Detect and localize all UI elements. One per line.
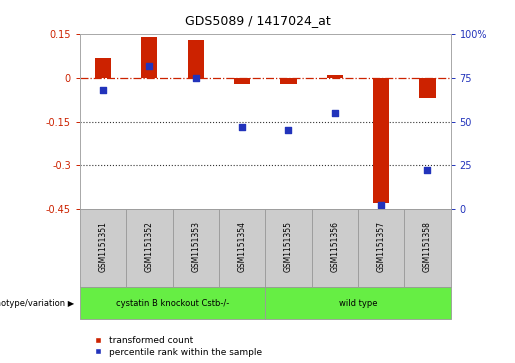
Text: GSM1151352: GSM1151352 xyxy=(145,221,154,272)
Text: GSM1151351: GSM1151351 xyxy=(98,221,108,272)
Text: GSM1151356: GSM1151356 xyxy=(330,221,339,272)
Point xyxy=(238,124,246,130)
Bar xyxy=(404,209,451,287)
Bar xyxy=(126,209,173,287)
Text: wild type: wild type xyxy=(339,299,377,307)
Point xyxy=(284,127,293,133)
Bar xyxy=(312,209,358,287)
Bar xyxy=(187,40,204,78)
Bar xyxy=(234,78,250,84)
Point xyxy=(423,167,432,173)
Bar xyxy=(80,209,126,287)
Point xyxy=(99,87,107,93)
Bar xyxy=(373,78,389,203)
Bar xyxy=(358,209,404,287)
Bar xyxy=(327,75,343,78)
Point xyxy=(377,202,385,208)
Point xyxy=(192,75,200,81)
Text: GDS5089 / 1417024_at: GDS5089 / 1417024_at xyxy=(184,15,331,28)
Bar xyxy=(280,78,297,84)
Bar xyxy=(265,287,451,319)
Text: GSM1151358: GSM1151358 xyxy=(423,221,432,272)
Point xyxy=(331,110,339,116)
Bar xyxy=(95,58,111,78)
Bar xyxy=(265,209,312,287)
Legend: transformed count, percentile rank within the sample: transformed count, percentile rank withi… xyxy=(95,336,262,357)
Bar xyxy=(219,209,265,287)
Bar xyxy=(419,78,436,98)
Bar xyxy=(173,209,219,287)
Bar xyxy=(141,37,158,78)
Text: genotype/variation ▶: genotype/variation ▶ xyxy=(0,299,75,307)
Bar xyxy=(80,287,265,319)
Text: GSM1151354: GSM1151354 xyxy=(237,221,247,272)
Text: GSM1151355: GSM1151355 xyxy=(284,221,293,272)
Text: GSM1151357: GSM1151357 xyxy=(376,221,386,272)
Text: GSM1151353: GSM1151353 xyxy=(191,221,200,272)
Point xyxy=(145,63,153,69)
Text: cystatin B knockout Cstb-/-: cystatin B knockout Cstb-/- xyxy=(116,299,229,307)
